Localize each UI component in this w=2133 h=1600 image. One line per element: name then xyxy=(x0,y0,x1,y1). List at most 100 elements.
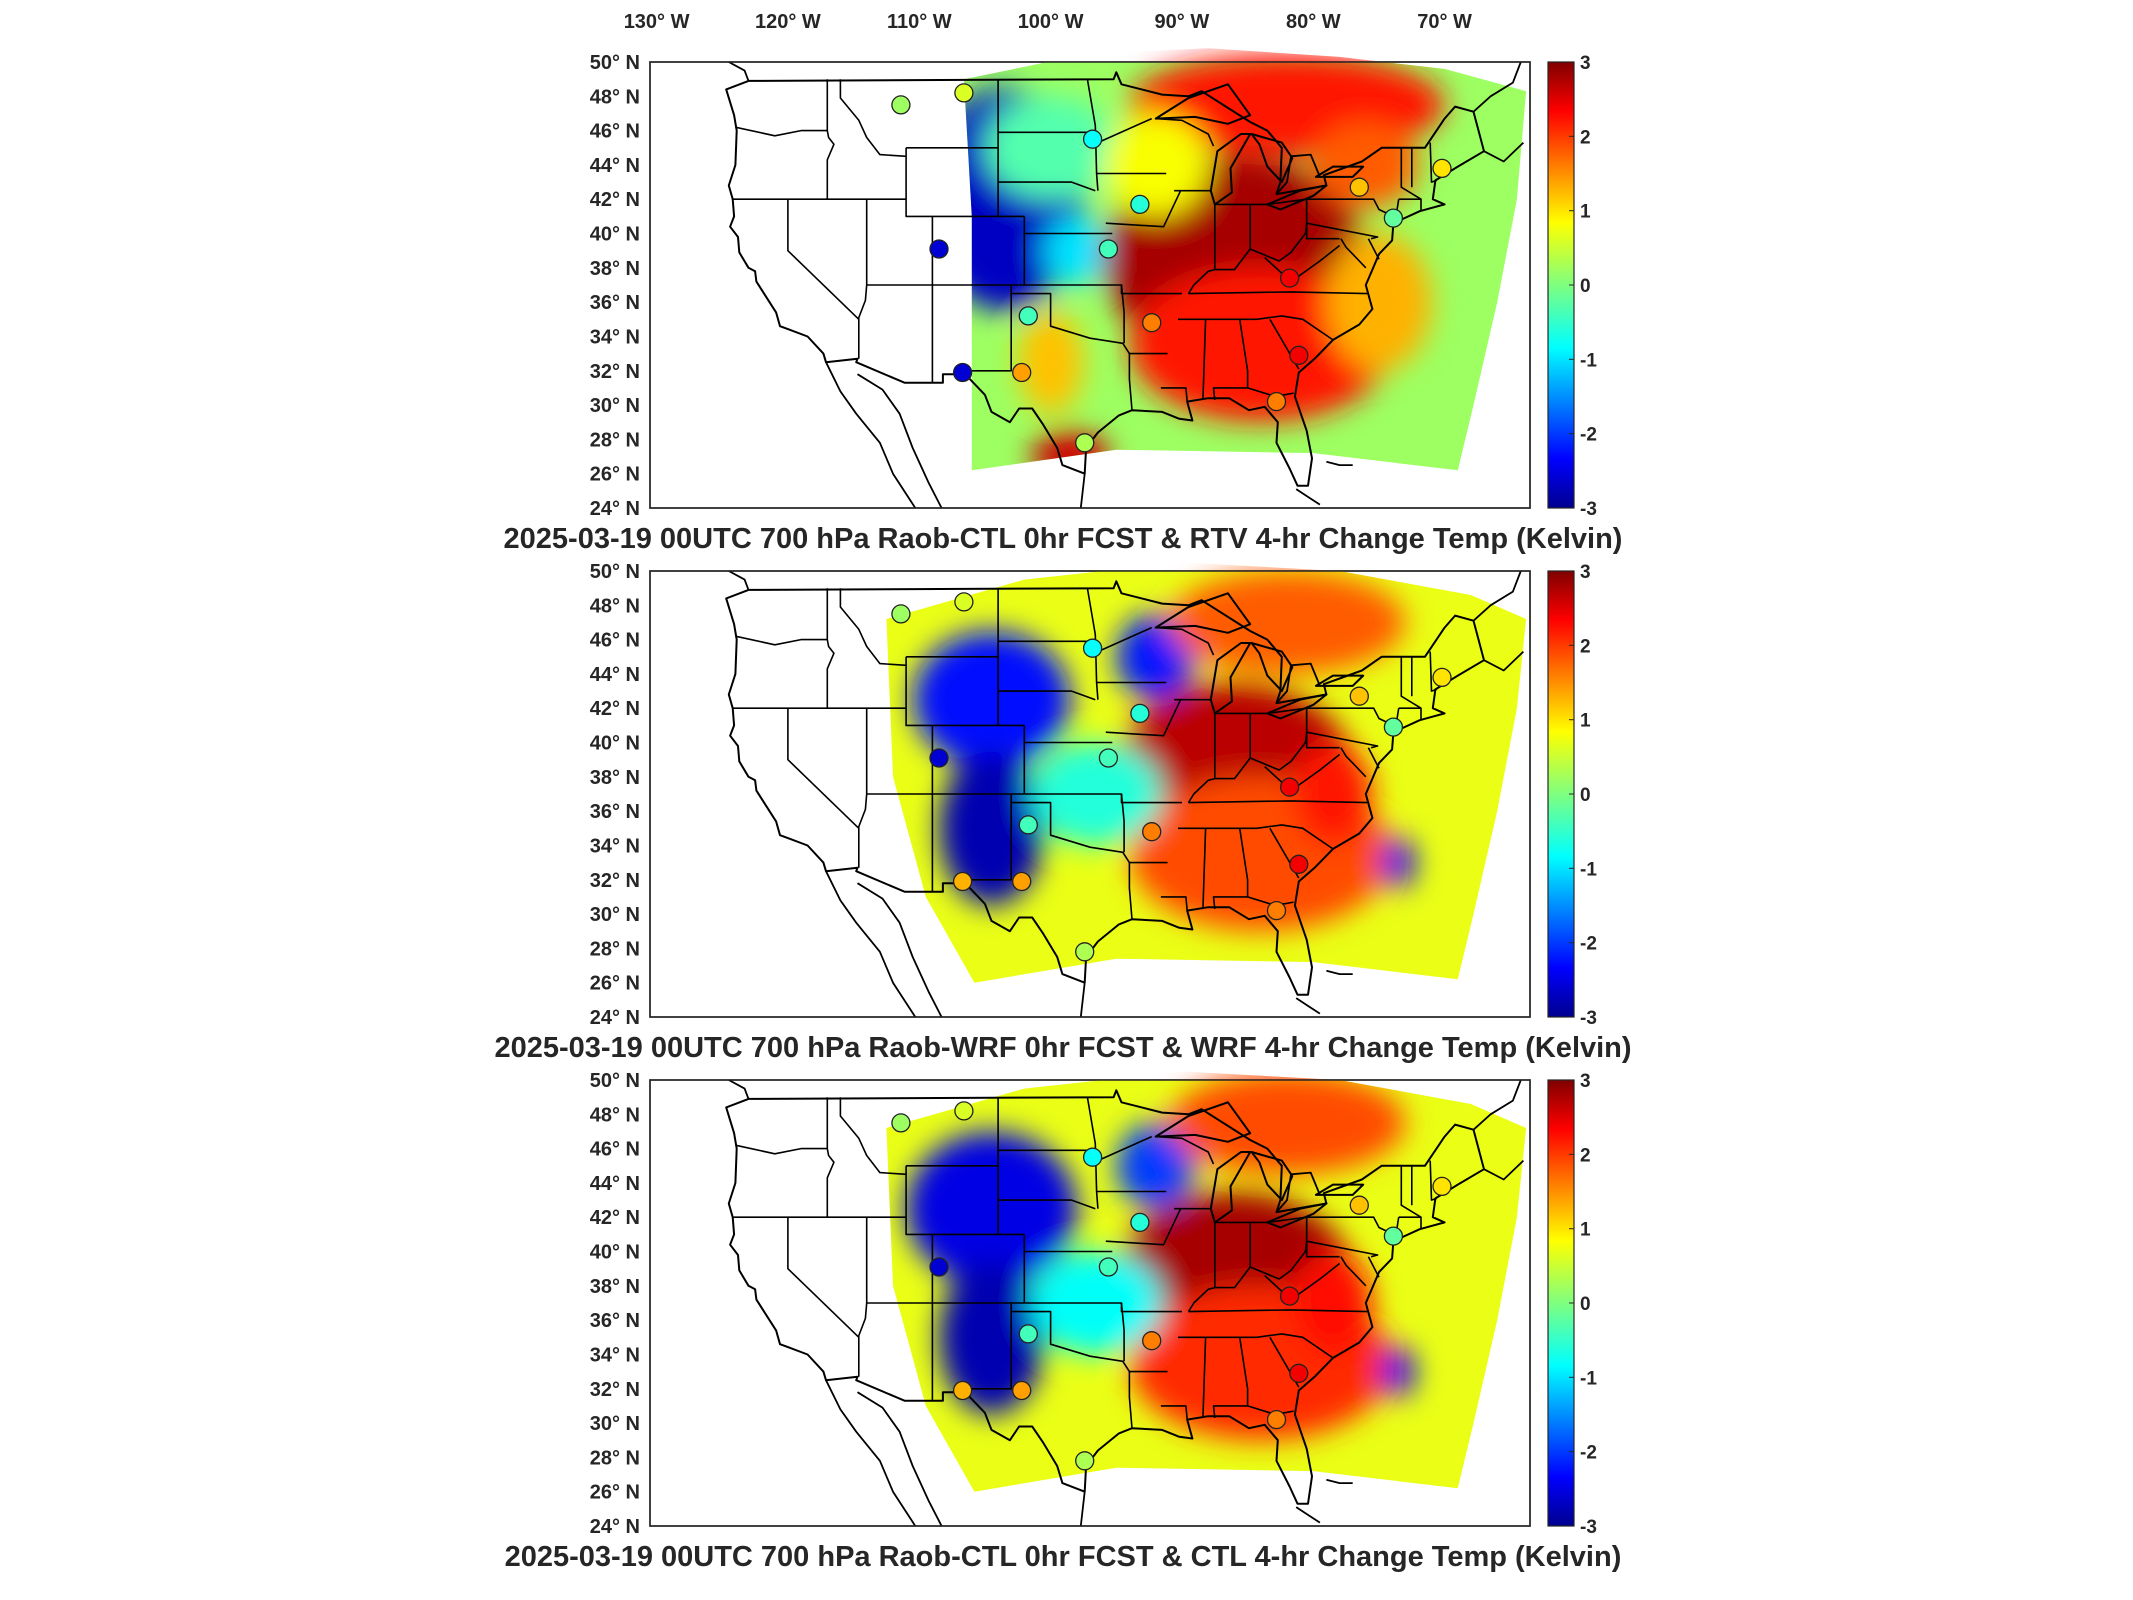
raob-station-marker xyxy=(891,1113,911,1133)
state-border xyxy=(826,588,835,709)
latitude-tick-label: 42° N xyxy=(590,698,640,720)
neighbor-coastline xyxy=(1295,997,1321,1015)
neighbor-coastline xyxy=(1472,570,1522,622)
raob-station-marker xyxy=(1018,1324,1038,1344)
temperature-field xyxy=(963,53,1527,471)
raob-station-marker xyxy=(1349,177,1369,197)
latitude-tick-label: 46° N xyxy=(590,630,640,652)
latitude-tick-label: 28° N xyxy=(590,938,640,960)
state-border xyxy=(1178,315,1334,341)
state-border xyxy=(1400,1165,1422,1230)
great-lake-outline xyxy=(1314,1183,1365,1196)
map-boundaries xyxy=(725,61,1525,509)
state-border xyxy=(1160,1405,1188,1420)
state-border xyxy=(1120,1302,1125,1362)
raob-station-marker xyxy=(952,362,973,383)
raob-station-marker xyxy=(1432,667,1452,688)
raob-station-marker xyxy=(1130,703,1150,724)
colorbar: 3 2 1 0 -1 -2 -3 xyxy=(1547,53,1597,520)
raob-station-marker xyxy=(1142,822,1162,842)
longitude-tick-label: 110° W xyxy=(887,11,952,33)
state-border xyxy=(905,656,1025,727)
state-border xyxy=(1305,199,1340,240)
state-border xyxy=(1367,747,1380,769)
state-border xyxy=(1340,1256,1367,1287)
colorbar-tick-label: -3 xyxy=(1580,1517,1597,1538)
field-anomaly xyxy=(1129,267,1392,423)
field-anomaly xyxy=(1293,742,1373,846)
colorbar: 3 2 1 0 -1 -2 -3 xyxy=(1547,1071,1597,1538)
state-border xyxy=(1011,1310,1131,1373)
latitude-tick-label: 46° N xyxy=(590,121,640,143)
latitude-tick-label: 24° N xyxy=(590,498,640,520)
field-anomaly xyxy=(1103,113,1209,217)
latitude-tick-label: 40° N xyxy=(590,733,640,755)
state-border xyxy=(826,79,835,200)
colorbar-tick-label: 1 xyxy=(1580,202,1591,223)
latitude-tick-label: 36° N xyxy=(590,292,640,314)
state-border xyxy=(1214,1222,1251,1289)
neighbor-coastline xyxy=(1079,982,1086,1018)
great-lake-outline xyxy=(1154,592,1252,634)
state-border xyxy=(1105,1208,1182,1246)
state-border xyxy=(858,1217,868,1377)
state-border xyxy=(1155,1135,1215,1165)
longitude-tick-label: 70° W xyxy=(1417,11,1472,33)
state-border xyxy=(1187,711,1216,804)
raob-station-marker xyxy=(1082,129,1103,149)
colorbar-tick-label: 0 xyxy=(1580,1294,1591,1315)
state-border xyxy=(1264,1262,1341,1301)
state-border xyxy=(1306,707,1394,727)
state-border xyxy=(1400,147,1422,212)
field-anomaly xyxy=(1382,836,1415,889)
state-border xyxy=(905,1165,1025,1236)
latitude-tick-label: 26° N xyxy=(590,464,640,486)
latitude-tick-label: 24° N xyxy=(590,1516,640,1538)
field-anomaly xyxy=(1293,1251,1373,1355)
neighbor-coastline xyxy=(1472,1079,1522,1131)
great-lake-outline xyxy=(1314,165,1365,178)
raob-station-marker xyxy=(1012,871,1032,892)
state-border xyxy=(963,285,1012,372)
latitude-tick-label: 24° N xyxy=(590,1007,640,1029)
colorbar-tick-label: -1 xyxy=(1580,859,1597,880)
state-border xyxy=(1306,198,1394,218)
latitude-tick-label: 44° N xyxy=(590,664,640,686)
latitude-tick-labels: 50° N 48° N 46° N 44° N 42° N 40° N 38° N 36° N… xyxy=(590,1070,640,1538)
state-border xyxy=(1202,828,1207,908)
colorbar-tick-label: -1 xyxy=(1580,1368,1597,1389)
colorbar-tick-label: 0 xyxy=(1580,785,1591,806)
raob-station-marker xyxy=(1383,1226,1404,1246)
latitude-tick-label: 42° N xyxy=(590,189,640,211)
neighbor-coastline xyxy=(1326,460,1353,466)
great-lake-outline xyxy=(1250,642,1294,693)
neighbor-coastline xyxy=(1483,141,1525,163)
longitude-tick-label: 130° W xyxy=(624,11,690,33)
great-lake-outline xyxy=(1266,184,1328,211)
state-border xyxy=(1160,387,1188,402)
latitude-tick-label: 48° N xyxy=(590,595,640,617)
latitude-tick-label: 50° N xyxy=(590,52,640,74)
raob-station-marker xyxy=(1432,1176,1452,1197)
neighbor-coastline xyxy=(728,1079,750,1100)
latitude-tick-label: 34° N xyxy=(590,327,640,349)
state-border xyxy=(1214,713,1251,780)
latitude-tick-label: 26° N xyxy=(590,973,640,995)
latitude-tick-label: 48° N xyxy=(590,1104,640,1126)
raob-station-marker xyxy=(1279,777,1300,797)
map-boundaries xyxy=(725,570,1525,1018)
great-lake-outline xyxy=(1154,83,1252,125)
state-border xyxy=(1128,1371,1133,1429)
latitude-tick-labels: 50° N 48° N 46° N 44° N 42° N 40° N 38° N 36° N… xyxy=(590,52,640,520)
neighbor-coastline xyxy=(728,61,750,82)
latitude-tick-label: 34° N xyxy=(590,1345,640,1367)
neighbor-coastline xyxy=(825,870,917,1018)
great-lake-outline xyxy=(1209,642,1252,715)
state-border xyxy=(1011,801,1131,864)
latitude-tick-label: 38° N xyxy=(590,767,640,789)
field-anomaly xyxy=(939,751,1044,906)
neighbor-coastline xyxy=(825,1379,917,1527)
raob-station-marker xyxy=(1349,686,1369,706)
great-lake-outline xyxy=(1154,1101,1252,1143)
